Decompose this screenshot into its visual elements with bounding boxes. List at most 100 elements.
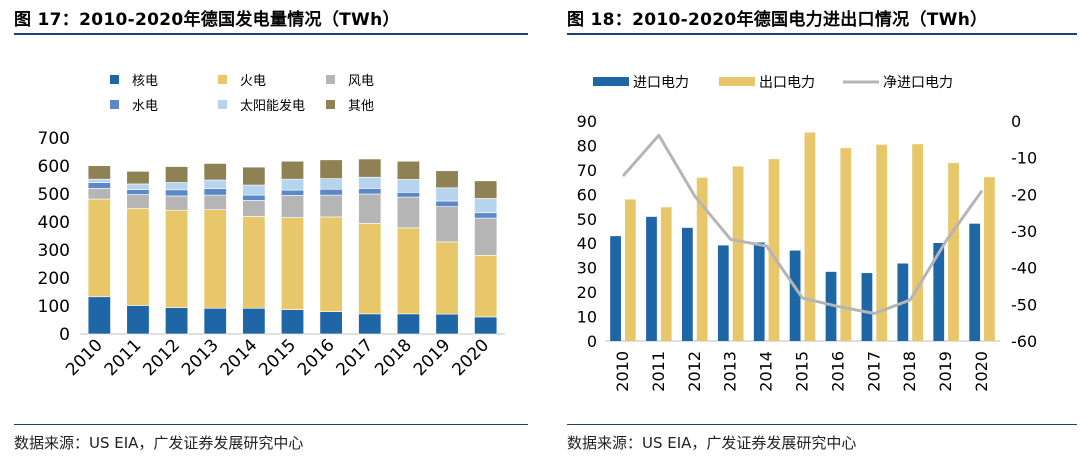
- bar-thermal-2014: [242, 216, 266, 309]
- bar-nuclear-2020: [474, 316, 498, 335]
- y-left-tick-label: 0: [587, 332, 597, 351]
- x-tick-label: 2018: [900, 351, 919, 392]
- bar-wind-2010: [87, 188, 111, 200]
- legend-label-wind: 风电: [348, 74, 374, 89]
- bar-hydro-2010: [87, 182, 111, 189]
- x-tick-label: 2010: [613, 351, 632, 392]
- bar-wind-2019: [435, 206, 459, 243]
- bar-import-2015: [789, 250, 801, 341]
- y-tick-label: 0: [59, 325, 70, 345]
- bar-export-2015: [804, 132, 816, 341]
- bar-solar-2014: [242, 184, 266, 196]
- x-tick-label: 2012: [685, 351, 704, 392]
- x-tick-label: 2019: [410, 335, 455, 380]
- bar-import-2014: [753, 242, 765, 341]
- bar-hydro-2019: [435, 200, 459, 207]
- bar-export-2018: [912, 144, 923, 341]
- bar-thermal-2017: [358, 223, 382, 315]
- legend-swatch-other: [326, 100, 335, 109]
- x-tick-label: 2011: [101, 335, 146, 380]
- bar-wind-2011: [126, 194, 150, 209]
- y-left-tick-label: 70: [577, 161, 597, 180]
- figure-17-source: 数据来源：US EIA，广发证券发展研究中心: [14, 434, 304, 452]
- bar-import-2019: [933, 242, 945, 341]
- line-net-import: [621, 133, 984, 315]
- bar-other-2016: [319, 159, 343, 179]
- bar-wind-2018: [396, 196, 420, 229]
- x-tick-label: 2016: [828, 351, 847, 392]
- y-left-tick-label: 30: [577, 259, 597, 278]
- legend-swatch-solar: [218, 100, 227, 109]
- y-right-tick-label: -30: [1011, 222, 1037, 241]
- bar-wind-2017: [358, 193, 382, 224]
- legend-swatch-thermal: [218, 75, 227, 84]
- y-right-tick-label: 0: [1011, 112, 1021, 131]
- bar-import-2010: [610, 236, 621, 341]
- figure-17-chart: 0100200300400500600700201020112012201320…: [38, 74, 505, 380]
- x-tick-label: 2013: [178, 335, 223, 380]
- figure-17-title-rule: [14, 33, 528, 35]
- legend-swatch-wind: [326, 75, 335, 84]
- x-tick-label: 2014: [757, 351, 776, 392]
- x-tick-label: 2017: [864, 351, 883, 392]
- y-right-tick-label: -40: [1011, 259, 1037, 278]
- bar-import-2017: [861, 273, 873, 341]
- bar-thermal-2012: [165, 209, 189, 308]
- bar-hydro-2018: [396, 192, 420, 198]
- bar-nuclear-2016: [319, 311, 343, 335]
- bar-other-2015: [280, 160, 305, 180]
- bar-solar-2013: [203, 179, 227, 189]
- y-tick-label: 500: [38, 185, 70, 205]
- bar-nuclear-2012: [165, 307, 189, 335]
- y-right-tick-label: -10: [1011, 149, 1037, 168]
- figure-17-panel: 图 17：2010-2020年德国发电量情况（TWh） 0 100 200 300 40…: [0, 0, 530, 467]
- figure-18-bottom-rule: [567, 424, 1077, 425]
- bar-wind-2020: [474, 217, 498, 256]
- bar-export-2013: [732, 166, 744, 341]
- bar-wind-2012: [165, 195, 189, 211]
- bar-export-2020: [984, 177, 995, 341]
- y-tick-label: 100: [38, 297, 70, 317]
- bar-thermal-2010: [87, 198, 111, 298]
- bar-hydro-2016: [319, 188, 343, 196]
- x-tick-label: 2015: [793, 351, 812, 392]
- bar-export-2017: [876, 144, 888, 341]
- y-tick-label: 400: [38, 213, 70, 233]
- y-tick-label: 200: [38, 269, 70, 289]
- bar-hydro-2011: [126, 189, 150, 195]
- legend-label-nuclear: 核电: [132, 74, 158, 89]
- bar-other-2011: [126, 171, 150, 185]
- bar-hydro-2015: [280, 189, 305, 196]
- bar-wind-2013: [203, 194, 227, 210]
- figure-18-source: 数据来源：US EIA，广发证券发展研究中心: [567, 434, 857, 452]
- bar-other-2010: [87, 165, 111, 180]
- bar-import-2016: [825, 271, 837, 341]
- bar-thermal-2020: [474, 255, 498, 318]
- bar-solar-2015: [280, 178, 305, 191]
- bar-export-2019: [948, 163, 959, 341]
- bar-solar-2018: [396, 179, 420, 193]
- x-tick-label: 2020: [448, 335, 493, 380]
- y-right-tick-label: -60: [1011, 332, 1037, 351]
- y-left-tick-label: 50: [577, 210, 597, 229]
- legend-label-other: 其他: [348, 99, 374, 114]
- legend-label-export: 出口电力: [759, 75, 815, 91]
- bar-export-2014: [768, 159, 780, 341]
- bar-export-2010: [624, 199, 636, 341]
- bar-thermal-2016: [319, 216, 343, 312]
- bar-other-2012: [165, 166, 189, 183]
- bar-other-2019: [435, 170, 459, 189]
- bar-wind-2014: [242, 200, 266, 217]
- x-tick-label: 2012: [139, 335, 184, 380]
- bar-nuclear-2018: [396, 313, 420, 335]
- bar-hydro-2014: [242, 194, 266, 201]
- x-tick-label: 2019: [936, 351, 955, 392]
- bar-hydro-2020: [474, 212, 498, 219]
- legend-swatch-import: [593, 77, 629, 86]
- bar-import-2012: [682, 227, 693, 341]
- legend-swatch-nuclear: [110, 75, 119, 84]
- y-tick-label: 700: [38, 129, 70, 149]
- bar-other-2014: [242, 166, 266, 186]
- bar-wind-2016: [319, 194, 343, 218]
- legend-label-import: 进口电力: [633, 75, 689, 91]
